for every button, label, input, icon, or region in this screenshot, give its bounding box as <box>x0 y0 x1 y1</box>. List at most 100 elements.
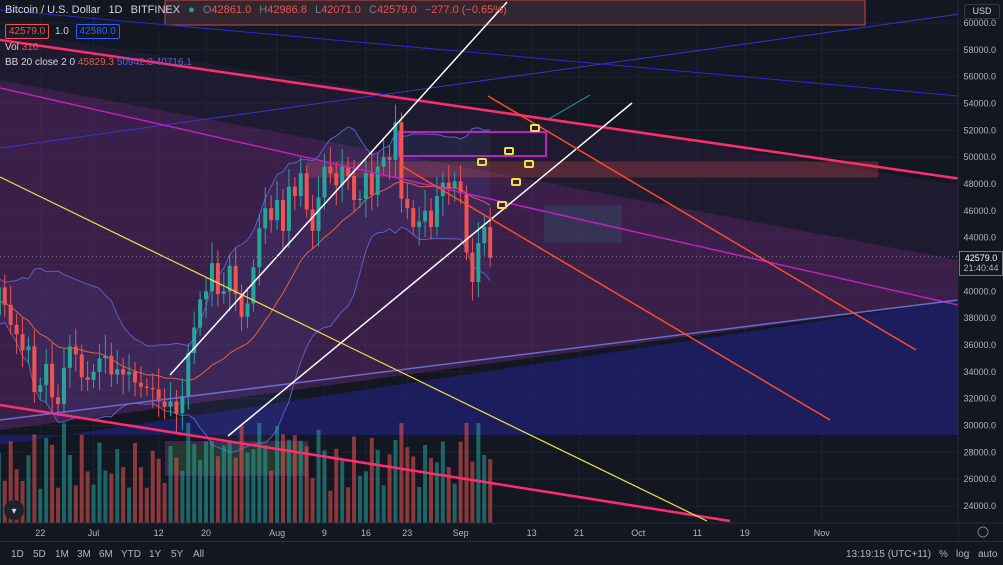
volume-bar <box>192 444 197 523</box>
signal-marker <box>477 158 487 166</box>
timeframe-5y[interactable]: 5Y <box>171 549 184 560</box>
volume-bar <box>162 483 167 523</box>
volume-bar <box>411 456 416 523</box>
x-tick-label: 22 <box>35 528 45 538</box>
channel-line <box>0 299 959 421</box>
log-toggle[interactable]: log <box>956 549 970 560</box>
candle <box>482 226 487 244</box>
x-tick-label: 9 <box>322 528 327 538</box>
volume-bar <box>286 439 291 523</box>
candle <box>150 387 155 390</box>
candlestick-chart[interactable]: 24000.0 26000.0 28000.0 30000.0 32000.0 34000… <box>0 0 1003 541</box>
volume-bar <box>452 483 457 523</box>
signal-marker <box>511 178 521 186</box>
candle <box>103 355 108 359</box>
timeframe-1m[interactable]: 1M <box>55 549 69 560</box>
candle <box>369 173 374 195</box>
volume-bar <box>26 455 31 523</box>
candle <box>363 173 368 199</box>
candle <box>138 382 143 387</box>
candle <box>411 208 416 227</box>
volume-bar <box>144 487 149 523</box>
orange-channel-upper <box>487 95 917 351</box>
tradingview-logo-glyph: ▾ <box>11 506 16 517</box>
candle <box>121 369 126 375</box>
candle <box>192 327 197 354</box>
auto-toggle[interactable]: auto <box>978 549 998 560</box>
timeframe-all[interactable]: All <box>193 549 205 560</box>
bollinger-legend[interactable]: BB 20 close 2 0 45829.3 50942.3 40716.1 <box>5 57 192 68</box>
volume-bar <box>369 438 374 523</box>
white-channel-upper <box>169 1 508 376</box>
bb-upper-value: 50942.3 <box>116 57 153 68</box>
candle <box>174 401 179 414</box>
candle <box>73 346 78 355</box>
sell-button[interactable]: 42579.0 <box>5 24 50 39</box>
interval[interactable]: 1D <box>108 4 123 16</box>
y-tick-label: 36000.0 <box>963 340 996 350</box>
time-axis[interactable] <box>0 523 958 541</box>
timeframe-6m[interactable]: 6M <box>99 549 113 560</box>
volume-legend[interactable]: Vol 316 <box>5 42 38 53</box>
candle <box>322 166 327 198</box>
volume-bar <box>440 441 445 523</box>
candle <box>405 198 410 209</box>
timeframe-1y[interactable]: 1Y <box>149 549 162 560</box>
volume-bar <box>405 447 410 523</box>
percent-toggle[interactable]: % <box>939 549 948 560</box>
y-tick-label: 44000.0 <box>963 233 996 243</box>
volume-bar <box>115 449 120 523</box>
symbol-name[interactable]: Bitcoin / U.S. Dollar <box>5 4 101 16</box>
volume-bar <box>85 471 90 523</box>
candle <box>375 166 380 195</box>
volume-bar <box>488 459 493 523</box>
candle <box>476 243 481 282</box>
timeframe-ytd[interactable]: YTD <box>121 549 141 560</box>
volume-bar <box>168 446 173 523</box>
candle <box>227 265 232 292</box>
candle <box>452 181 457 189</box>
x-tick-label: 23 <box>402 528 412 538</box>
volume-bar <box>186 423 191 523</box>
volume-label: Vol <box>5 42 19 53</box>
timeframe-1d[interactable]: 1D <box>11 549 24 560</box>
x-tick-label: 16 <box>361 528 371 538</box>
open-label: O <box>202 4 212 16</box>
candle <box>275 200 280 221</box>
buy-button[interactable]: 42580.0 <box>75 24 120 39</box>
timeframe-3m[interactable]: 3M <box>77 549 91 560</box>
candle <box>316 197 321 231</box>
y-tick-label: 30000.0 <box>963 421 996 431</box>
candle <box>144 386 149 388</box>
volume-bar <box>56 487 61 523</box>
candle <box>328 166 333 174</box>
low-value: 42071.0 <box>321 4 361 16</box>
volume-bar <box>239 425 244 523</box>
candle <box>446 182 451 189</box>
last-price: 42579.0 <box>964 252 998 263</box>
low-label: L <box>315 4 322 16</box>
volume-bar <box>97 442 102 523</box>
volume-bar <box>251 449 256 523</box>
candle <box>263 208 268 229</box>
candle <box>281 200 285 231</box>
settings-icon[interactable] <box>977 526 989 538</box>
volume-bar <box>180 470 185 523</box>
volume-bar <box>464 423 469 523</box>
tradingview-logo[interactable] <box>4 500 24 520</box>
volume-bar <box>156 458 161 523</box>
candle <box>340 166 345 186</box>
candle <box>257 228 262 268</box>
timeframe-5d[interactable]: 5D <box>33 549 46 560</box>
candle <box>458 181 463 194</box>
y-tick-label: 46000.0 <box>963 206 996 216</box>
clock[interactable]: 13:19:15 (UTC+11) <box>846 549 932 560</box>
candle <box>292 186 297 197</box>
volume-value: 316 <box>21 42 39 53</box>
currency-selector[interactable]: USD <box>964 4 1000 19</box>
magenta-line <box>0 87 959 306</box>
symbol-header: Bitcoin / U.S. Dollar 1D BITFINEX ● O428… <box>5 4 512 16</box>
y-tick-label: 58000.0 <box>963 45 996 55</box>
candle <box>423 210 428 222</box>
candle <box>352 175 357 201</box>
